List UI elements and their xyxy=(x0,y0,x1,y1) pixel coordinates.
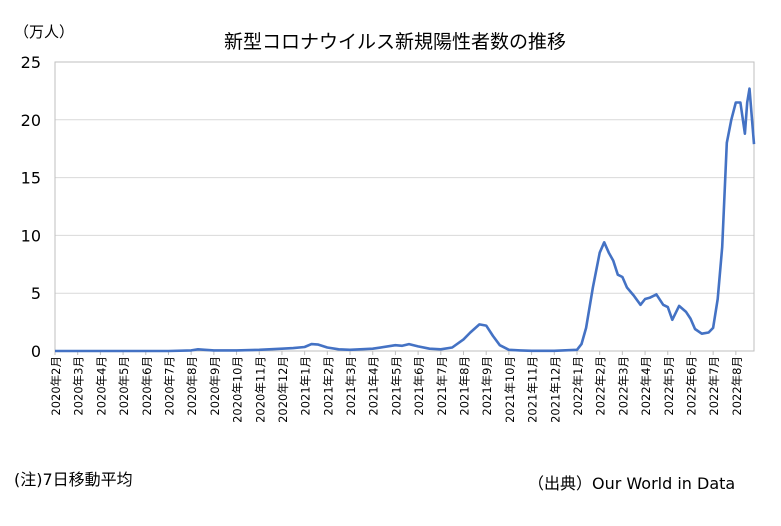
x-tick-label: 2022年3月 xyxy=(616,356,630,416)
x-tick-label: 2020年10月 xyxy=(231,356,245,423)
x-tick-label: 2022年6月 xyxy=(684,356,698,416)
y-tick-label: 5 xyxy=(31,284,41,303)
x-tick-label: 2020年12月 xyxy=(276,356,290,423)
x-tick-label: 2021年11月 xyxy=(526,356,540,423)
x-tick-label: 2021年3月 xyxy=(344,356,358,416)
x-tick-label: 2021年9月 xyxy=(480,356,494,416)
x-tick-label: 2020年7月 xyxy=(162,356,176,416)
x-tick-label: 2020年11月 xyxy=(253,356,267,423)
y-tick-label: 10 xyxy=(21,226,41,245)
x-tick-label: 2022年7月 xyxy=(707,356,721,416)
x-tick-label: 2020年5月 xyxy=(117,356,131,416)
x-tick-label: 2020年3月 xyxy=(72,356,86,416)
x-tick-label: 2020年9月 xyxy=(208,356,222,416)
x-tick-label: 2022年2月 xyxy=(594,356,608,416)
x-axis-ticks: 2020年2月 2020年3月 2020年4月 2020年5月 2020年6月 2020年… xyxy=(49,351,744,423)
chart-title: 新型コロナウイルス新規陽性者数の推移 xyxy=(224,31,566,53)
x-tick-label: 2022年8月 xyxy=(730,356,744,416)
plot-area-border xyxy=(54,61,755,352)
x-tick-label: 2022年1月 xyxy=(571,356,585,416)
x-tick-label: 2021年10月 xyxy=(503,356,517,423)
y-tick-label: 25 xyxy=(21,53,41,72)
gridlines xyxy=(55,119,754,294)
x-tick-label: 2021年4月 xyxy=(367,356,381,416)
x-tick-label: 2021年12月 xyxy=(548,356,562,423)
x-tick-label: 2021年1月 xyxy=(299,356,313,416)
x-tick-label: 2020年6月 xyxy=(140,356,154,416)
x-tick-label: 2021年6月 xyxy=(412,356,426,416)
x-tick-label: 2020年8月 xyxy=(185,356,199,416)
x-tick-label: 2021年8月 xyxy=(458,356,472,416)
x-tick-label: 2021年5月 xyxy=(389,356,403,416)
y-tick-label: 15 xyxy=(21,169,41,188)
footnote-moving-average: (注)7日移動平均 xyxy=(14,470,133,489)
x-tick-label: 2021年2月 xyxy=(321,356,335,416)
x-tick-label: 2021年7月 xyxy=(435,356,449,416)
x-tick-label: 2022年4月 xyxy=(639,356,653,416)
y-tick-label: 0 xyxy=(31,342,41,361)
x-tick-label: 2022年5月 xyxy=(662,356,676,416)
series-line xyxy=(55,87,756,353)
x-tick-label: 2020年2月 xyxy=(49,356,63,416)
x-tick-label: 2020年4月 xyxy=(94,356,108,416)
source-note: （出典）Our World in Data xyxy=(528,474,736,493)
y-axis-ticks: 0 5 10 15 20 25 xyxy=(21,53,41,361)
y-tick-label: 20 xyxy=(21,111,41,130)
y-unit-label: （万人） xyxy=(14,23,74,41)
